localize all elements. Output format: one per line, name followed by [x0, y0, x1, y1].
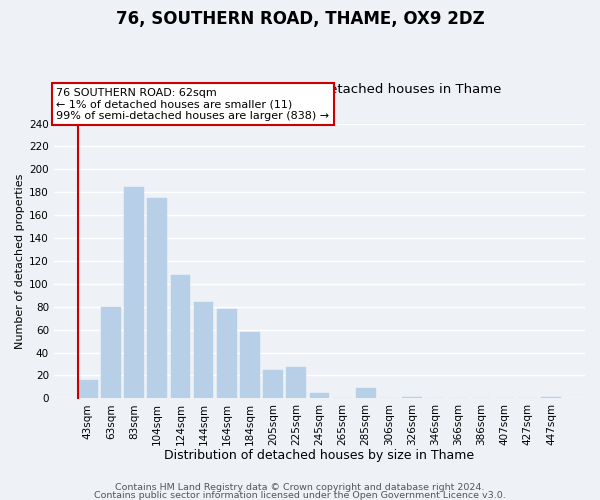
Bar [194, 302, 214, 398]
Title: Size of property relative to detached houses in Thame: Size of property relative to detached ho… [138, 83, 501, 96]
Bar [263, 370, 283, 398]
Bar [101, 306, 121, 398]
Bar [124, 186, 144, 398]
Y-axis label: Number of detached properties: Number of detached properties [15, 174, 25, 348]
Text: Contains HM Land Registry data © Crown copyright and database right 2024.: Contains HM Land Registry data © Crown c… [115, 483, 485, 492]
Bar [402, 397, 422, 398]
Text: 76 SOUTHERN ROAD: 62sqm
← 1% of detached houses are smaller (11)
99% of semi-det: 76 SOUTHERN ROAD: 62sqm ← 1% of detached… [56, 88, 329, 121]
Bar [170, 274, 190, 398]
Text: 76, SOUTHERN ROAD, THAME, OX9 2DZ: 76, SOUTHERN ROAD, THAME, OX9 2DZ [116, 10, 484, 28]
Bar [148, 198, 167, 398]
Bar [541, 397, 561, 398]
Bar [217, 309, 236, 398]
Bar [286, 368, 306, 398]
Text: Contains public sector information licensed under the Open Government Licence v3: Contains public sector information licen… [94, 490, 506, 500]
Bar [240, 332, 260, 398]
Bar [310, 392, 329, 398]
Bar [78, 380, 98, 398]
Bar [356, 388, 376, 398]
X-axis label: Distribution of detached houses by size in Thame: Distribution of detached houses by size … [164, 450, 475, 462]
